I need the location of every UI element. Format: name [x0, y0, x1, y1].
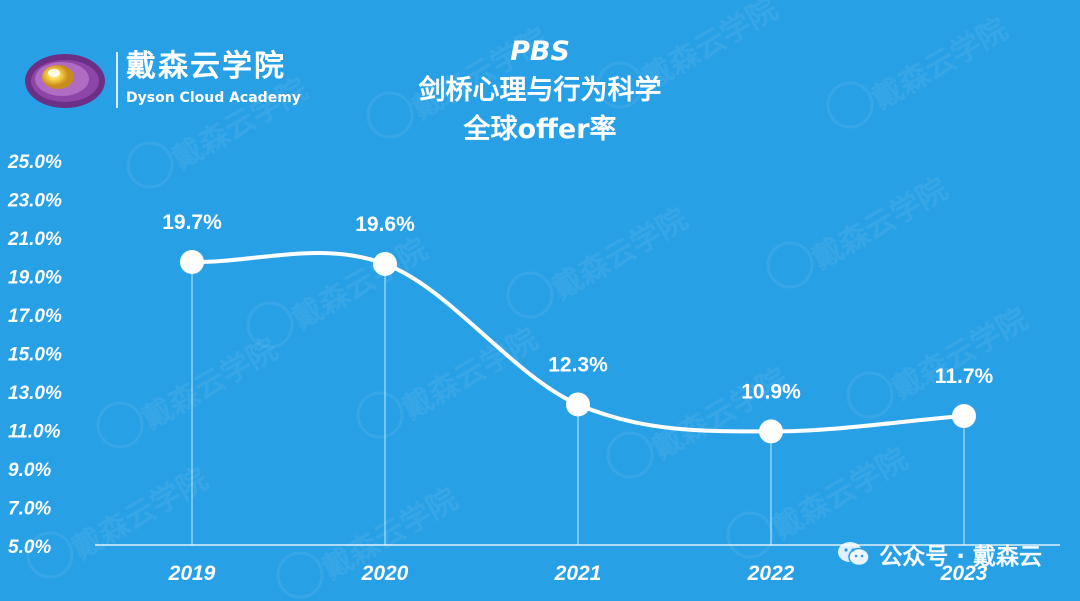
- watermark-text: 戴森云学院: [637, 0, 784, 97]
- brand-name: 戴森云学院: [126, 49, 286, 84]
- watermark-logo-icon: [366, 91, 414, 139]
- y-tick-label: 13.0%: [8, 383, 62, 404]
- watermark-text: 戴森云学院: [137, 332, 284, 437]
- data-point: [952, 404, 976, 429]
- data-labels: 19.7% 19.6% 12.3% 10.9% 11.7%: [162, 211, 993, 403]
- brand-logo: 戴森云学院 Dyson Cloud Academy: [22, 44, 312, 116]
- data-points: [180, 250, 976, 444]
- data-point: [566, 392, 590, 417]
- watermark-logo-icon: [596, 61, 644, 109]
- brand-subtitle: Dyson Cloud Academy: [126, 90, 301, 106]
- watermark-text: 戴森云学院: [397, 322, 544, 427]
- watermark-text: 戴森云学院: [547, 202, 694, 307]
- watermark-logo-icon: [356, 391, 404, 439]
- watermark-logo-icon: [846, 371, 894, 419]
- watermark-text: 戴森云学院: [867, 12, 1014, 117]
- data-label: 10.9%: [741, 380, 801, 403]
- y-tick-label: 11.0%: [8, 422, 61, 443]
- watermark-text: 戴森云学院: [647, 362, 794, 467]
- x-axis: 2019 2020 2021 2022 2023: [95, 544, 1060, 585]
- watermark-logo-icon: [96, 401, 144, 449]
- watermark-logo-icon: [766, 241, 814, 289]
- y-tick-label: 5.0%: [8, 537, 51, 558]
- y-tick-label: 7.0%: [8, 499, 51, 520]
- watermark-logo-icon: [246, 301, 294, 349]
- data-label: 19.6%: [355, 213, 415, 236]
- watermark-text: 戴森云学院: [807, 172, 954, 277]
- watermark-logo-icon: [126, 141, 174, 189]
- chart-title-line3: 全球offer率: [463, 114, 617, 145]
- brand-divider: [116, 52, 118, 108]
- watermark-logo-icon: [826, 81, 874, 129]
- data-label: 12.3%: [548, 353, 608, 376]
- data-point: [180, 250, 204, 275]
- x-tick-label: 2022: [747, 562, 795, 585]
- watermark-logo-icon: [726, 511, 774, 559]
- data-point: [759, 419, 783, 444]
- watermark-logo-icon: [26, 531, 74, 579]
- drop-lines: [191, 262, 965, 545]
- chart-title-line1: PBS: [510, 36, 570, 67]
- y-tick-label: 15.0%: [8, 345, 62, 366]
- data-label: 19.7%: [162, 211, 222, 234]
- watermark-text: 戴森云学院: [767, 442, 914, 547]
- y-tick-label: 23.0%: [7, 191, 62, 212]
- watermark-logo-icon: [276, 551, 324, 599]
- x-tick-label: 2020: [361, 562, 409, 585]
- y-tick-label: 19.0%: [8, 268, 62, 289]
- chart-title: PBS 剑桥心理与行为科学 全球offer率: [340, 32, 740, 149]
- x-tick-label: 2019: [168, 562, 216, 585]
- watermark-text: 戴森云学院: [407, 22, 554, 127]
- x-tick-label: 2021: [554, 562, 602, 585]
- y-tick-label: 17.0%: [8, 306, 62, 327]
- watermark-text: 戴森云学院: [887, 302, 1034, 407]
- footer-text: 公众号 · 戴森云: [879, 544, 1042, 570]
- y-tick-label: 25.0%: [7, 152, 62, 173]
- y-tick-label: 9.0%: [8, 460, 51, 481]
- watermark-logo-icon: [506, 271, 554, 319]
- watermark-logo-icon: [606, 431, 654, 479]
- data-point: [373, 251, 397, 276]
- wechat-icon: [838, 542, 870, 567]
- data-label: 11.7%: [935, 365, 994, 388]
- y-axis: 5.0% 7.0% 9.0% 11.0% 13.0% 15.0% 17.0% 19.0% 21.…: [7, 152, 62, 558]
- planet-logo-icon: [25, 54, 105, 108]
- watermark-text: 戴森云学院: [287, 232, 434, 337]
- y-tick-label: 21.0%: [7, 229, 62, 250]
- footer-source: 公众号 · 戴森云: [837, 537, 1042, 571]
- x-tick-label: 2023: [940, 562, 988, 585]
- chart-title-line2: 剑桥心理与行为科学: [418, 75, 662, 106]
- watermark-text: 戴森云学院: [167, 72, 314, 177]
